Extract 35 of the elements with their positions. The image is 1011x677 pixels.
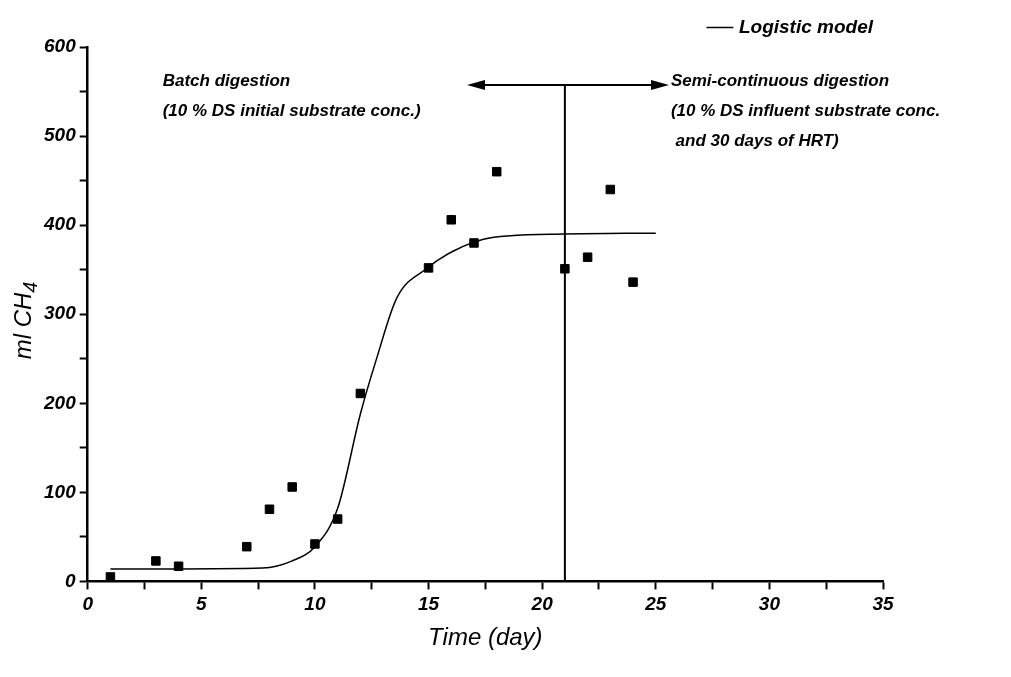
point [446,215,457,225]
y-tick-label: 600 [44,35,77,57]
x-tick-label: 15 [417,593,440,615]
y-tick-label: 0 [65,569,77,591]
point [242,541,252,552]
point [264,504,275,514]
y-tick-label: 100 [44,480,77,502]
point [469,238,479,248]
x-tick-label: 0 [82,593,94,615]
point [310,539,320,549]
point [151,556,161,566]
x-tick-label: 25 [644,593,667,615]
x-tick-label: 5 [196,593,208,615]
legend-label: Logistic model [738,15,874,37]
point [491,166,502,177]
y-tick-label: 200 [43,391,77,413]
point [628,277,638,287]
x-tick-label: 10 [304,593,326,615]
y-tick-label: 500 [44,124,77,146]
point [423,263,434,273]
x-tick-label: 20 [530,593,554,615]
point [582,252,593,262]
point [332,514,343,524]
point [560,264,570,274]
point [355,388,366,399]
x-axis-title: Time (day) [428,623,543,651]
point [287,482,297,492]
annotation: Semi-continuous digestion (10 % DS influent substrate conc. and 30 days of HRT) [670,71,941,151]
y-tick-label: 400 [43,213,77,235]
point [173,561,184,571]
y-tick-label: 300 [44,302,77,324]
point [605,184,616,195]
x-tick-label: 30 [758,593,781,615]
annotation: Batch digestion (10 % DS initial substrate conc.) [162,71,421,121]
x-tick-label: 35 [872,593,894,615]
